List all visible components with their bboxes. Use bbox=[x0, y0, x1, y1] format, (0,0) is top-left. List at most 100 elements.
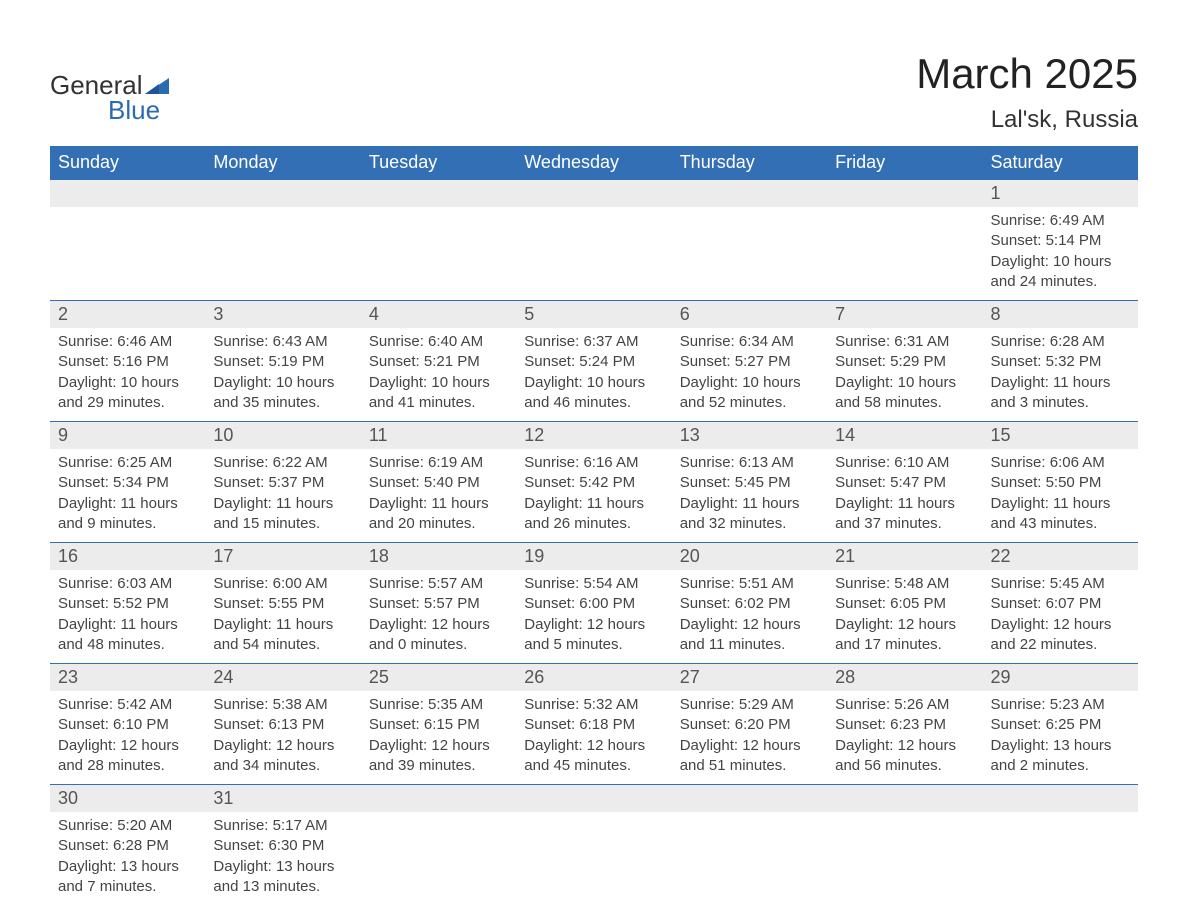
daylight-text: Daylight: 12 hours bbox=[369, 736, 508, 756]
sunset-text: Sunset: 6:20 PM bbox=[680, 715, 819, 735]
daylight-text: Daylight: 12 hours bbox=[369, 615, 508, 635]
daylight-text: and 56 minutes. bbox=[835, 756, 974, 776]
day-number-cell: 28 bbox=[827, 664, 982, 692]
daylight-text: Daylight: 11 hours bbox=[213, 615, 352, 635]
daylight-text: Daylight: 11 hours bbox=[524, 494, 663, 514]
weekday-header: Friday bbox=[827, 146, 982, 180]
sunrise-text: Sunrise: 6:28 AM bbox=[991, 332, 1130, 352]
day-number-cell bbox=[827, 180, 982, 208]
day-number: 15 bbox=[983, 422, 1138, 449]
sunrise-text: Sunrise: 6:34 AM bbox=[680, 332, 819, 352]
day-number-cell: 17 bbox=[205, 543, 360, 571]
day-details-cell: Sunrise: 6:25 AMSunset: 5:34 PMDaylight:… bbox=[50, 449, 205, 543]
daylight-text: Daylight: 11 hours bbox=[58, 494, 197, 514]
logo: General Blue bbox=[50, 70, 169, 126]
day-number: 5 bbox=[516, 301, 671, 328]
day-number: 24 bbox=[205, 664, 360, 691]
day-number: 1 bbox=[983, 180, 1138, 207]
day-number: 22 bbox=[983, 543, 1138, 570]
daylight-text: and 5 minutes. bbox=[524, 635, 663, 655]
day-details-cell: Sunrise: 5:29 AMSunset: 6:20 PMDaylight:… bbox=[672, 691, 827, 785]
day-number-cell bbox=[50, 180, 205, 208]
day-number-cell: 25 bbox=[361, 664, 516, 692]
daylight-text: and 13 minutes. bbox=[213, 877, 352, 897]
day-details-cell: Sunrise: 6:31 AMSunset: 5:29 PMDaylight:… bbox=[827, 328, 982, 422]
day-details-cell: Sunrise: 6:34 AMSunset: 5:27 PMDaylight:… bbox=[672, 328, 827, 422]
daylight-text: and 58 minutes. bbox=[835, 393, 974, 413]
day-number: 7 bbox=[827, 301, 982, 328]
day-number: 13 bbox=[672, 422, 827, 449]
day-details-cell bbox=[516, 207, 671, 301]
day-number: 27 bbox=[672, 664, 827, 691]
sunset-text: Sunset: 5:45 PM bbox=[680, 473, 819, 493]
daylight-text: and 52 minutes. bbox=[680, 393, 819, 413]
day-number-cell: 22 bbox=[983, 543, 1138, 571]
daylight-text: and 11 minutes. bbox=[680, 635, 819, 655]
day-number-cell: 15 bbox=[983, 422, 1138, 450]
sunrise-text: Sunrise: 6:22 AM bbox=[213, 453, 352, 473]
sunset-text: Sunset: 6:23 PM bbox=[835, 715, 974, 735]
sunset-text: Sunset: 6:18 PM bbox=[524, 715, 663, 735]
daylight-text: and 46 minutes. bbox=[524, 393, 663, 413]
day-number: 17 bbox=[205, 543, 360, 570]
day-number-cell: 12 bbox=[516, 422, 671, 450]
day-number-cell: 3 bbox=[205, 301, 360, 329]
sunset-text: Sunset: 6:07 PM bbox=[991, 594, 1130, 614]
day-details-cell: Sunrise: 6:16 AMSunset: 5:42 PMDaylight:… bbox=[516, 449, 671, 543]
daylight-text: Daylight: 10 hours bbox=[369, 373, 508, 393]
daylight-text: and 43 minutes. bbox=[991, 514, 1130, 534]
day-details-cell bbox=[983, 812, 1138, 905]
day-number-cell: 10 bbox=[205, 422, 360, 450]
sunset-text: Sunset: 5:32 PM bbox=[991, 352, 1130, 372]
details-row: Sunrise: 6:46 AMSunset: 5:16 PMDaylight:… bbox=[50, 328, 1138, 422]
sunset-text: Sunset: 6:15 PM bbox=[369, 715, 508, 735]
sunrise-text: Sunrise: 5:57 AM bbox=[369, 574, 508, 594]
daylight-text: and 26 minutes. bbox=[524, 514, 663, 534]
sunset-text: Sunset: 5:57 PM bbox=[369, 594, 508, 614]
sunrise-text: Sunrise: 6:06 AM bbox=[991, 453, 1130, 473]
day-number: 19 bbox=[516, 543, 671, 570]
day-number-cell bbox=[205, 180, 360, 208]
day-number-cell bbox=[516, 180, 671, 208]
sunrise-text: Sunrise: 5:29 AM bbox=[680, 695, 819, 715]
sunrise-text: Sunrise: 6:10 AM bbox=[835, 453, 974, 473]
day-number: 18 bbox=[361, 543, 516, 570]
daylight-text: and 39 minutes. bbox=[369, 756, 508, 776]
day-details-cell: Sunrise: 5:26 AMSunset: 6:23 PMDaylight:… bbox=[827, 691, 982, 785]
sunset-text: Sunset: 5:19 PM bbox=[213, 352, 352, 372]
day-number-cell bbox=[827, 785, 982, 813]
day-number: 2 bbox=[50, 301, 205, 328]
weekday-header: Sunday bbox=[50, 146, 205, 180]
daylight-text: Daylight: 12 hours bbox=[213, 736, 352, 756]
sunset-text: Sunset: 5:24 PM bbox=[524, 352, 663, 372]
day-details-cell bbox=[516, 812, 671, 905]
sunset-text: Sunset: 5:37 PM bbox=[213, 473, 352, 493]
daylight-text: and 48 minutes. bbox=[58, 635, 197, 655]
day-details-cell bbox=[361, 812, 516, 905]
sunset-text: Sunset: 6:10 PM bbox=[58, 715, 197, 735]
day-number-cell bbox=[983, 785, 1138, 813]
daylight-text: and 7 minutes. bbox=[58, 877, 197, 897]
daylight-text: Daylight: 12 hours bbox=[58, 736, 197, 756]
daylight-text: and 24 minutes. bbox=[991, 272, 1130, 292]
sunrise-text: Sunrise: 5:45 AM bbox=[991, 574, 1130, 594]
sunrise-text: Sunrise: 6:25 AM bbox=[58, 453, 197, 473]
day-details-cell: Sunrise: 6:40 AMSunset: 5:21 PMDaylight:… bbox=[361, 328, 516, 422]
sunrise-text: Sunrise: 6:46 AM bbox=[58, 332, 197, 352]
day-number-cell: 13 bbox=[672, 422, 827, 450]
daylight-text: and 17 minutes. bbox=[835, 635, 974, 655]
sunrise-text: Sunrise: 6:40 AM bbox=[369, 332, 508, 352]
day-details-cell: Sunrise: 6:37 AMSunset: 5:24 PMDaylight:… bbox=[516, 328, 671, 422]
title-block: March 2025 Lal'sk, Russia bbox=[916, 50, 1138, 134]
header: General Blue March 2025 Lal'sk, Russia bbox=[50, 50, 1138, 134]
day-details-cell: Sunrise: 5:48 AMSunset: 6:05 PMDaylight:… bbox=[827, 570, 982, 664]
daylight-text: Daylight: 11 hours bbox=[680, 494, 819, 514]
day-details-cell: Sunrise: 5:35 AMSunset: 6:15 PMDaylight:… bbox=[361, 691, 516, 785]
daylight-text: Daylight: 13 hours bbox=[58, 857, 197, 877]
day-number: 29 bbox=[983, 664, 1138, 691]
day-number: 3 bbox=[205, 301, 360, 328]
day-details-cell: Sunrise: 5:57 AMSunset: 5:57 PMDaylight:… bbox=[361, 570, 516, 664]
daylight-text: Daylight: 11 hours bbox=[213, 494, 352, 514]
day-details-cell: Sunrise: 6:28 AMSunset: 5:32 PMDaylight:… bbox=[983, 328, 1138, 422]
sunset-text: Sunset: 5:40 PM bbox=[369, 473, 508, 493]
